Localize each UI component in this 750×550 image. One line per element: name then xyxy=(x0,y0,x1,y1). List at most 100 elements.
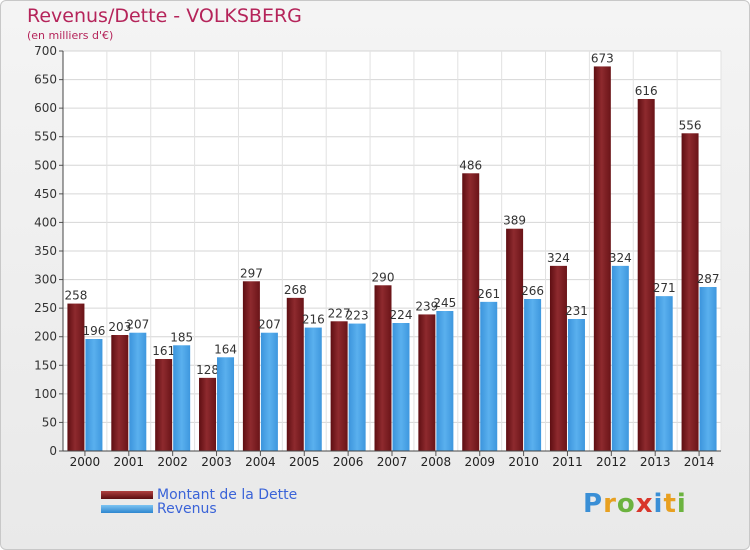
bar-debt-label: 290 xyxy=(372,270,395,284)
legend-item-debt: Montant de la Dette xyxy=(101,487,297,503)
bar-revenue xyxy=(436,311,454,451)
y-tick-label: 300 xyxy=(34,273,57,287)
x-tick-label: 2014 xyxy=(684,455,715,469)
x-tick-label: 2000 xyxy=(70,455,101,469)
bar-revenue xyxy=(524,299,542,451)
bar-revenue-label: 224 xyxy=(390,308,413,322)
bar-debt-label: 227 xyxy=(328,306,351,320)
bar-debt xyxy=(506,228,524,451)
proxiti-logo: Proxiti xyxy=(583,489,687,519)
bar-debt-label: 556 xyxy=(679,118,702,132)
bar-revenue-label: 164 xyxy=(214,342,237,356)
logo-letter: i xyxy=(653,489,664,519)
bar-debt-label: 486 xyxy=(459,158,482,172)
x-tick-label: 2006 xyxy=(333,455,364,469)
logo-letter: i xyxy=(676,489,687,519)
bar-debt-label: 268 xyxy=(284,283,307,297)
bar-revenue-label: 261 xyxy=(477,287,500,301)
legend-swatch-debt xyxy=(101,491,153,499)
y-tick-label: 400 xyxy=(34,215,57,229)
x-tick-label: 2009 xyxy=(464,455,495,469)
bar-debt-label: 616 xyxy=(635,84,658,98)
x-tick-label: 2011 xyxy=(552,455,583,469)
y-tick-label: 50 xyxy=(42,415,57,429)
chart-subtitle: (en milliers d'€) xyxy=(27,29,114,42)
y-tick-label: 500 xyxy=(34,158,57,172)
bar-debt xyxy=(374,285,392,451)
x-tick-label: 2001 xyxy=(114,455,145,469)
x-tick-label: 2008 xyxy=(421,455,452,469)
bar-revenue-label: 207 xyxy=(126,318,149,332)
bar-debt xyxy=(462,173,480,452)
bar-revenue xyxy=(567,319,585,451)
y-tick-label: 600 xyxy=(34,101,57,115)
bar-debt xyxy=(549,265,567,451)
bar-debt-label: 673 xyxy=(591,51,614,65)
bar-revenue-label: 207 xyxy=(258,318,281,332)
x-tick-label: 2003 xyxy=(201,455,232,469)
bar-revenue-label: 231 xyxy=(565,304,588,318)
y-tick-label: 150 xyxy=(34,358,57,372)
x-tick-label: 2007 xyxy=(377,455,408,469)
legend-label-debt: Montant de la Dette xyxy=(157,487,298,503)
x-tick-label: 2013 xyxy=(640,455,671,469)
y-tick-label: 450 xyxy=(34,187,57,201)
bar-revenue-label: 196 xyxy=(82,324,105,338)
bar-debt xyxy=(67,303,85,451)
bar-debt-label: 258 xyxy=(64,289,87,303)
bar-debt xyxy=(418,314,436,451)
y-tick-label: 550 xyxy=(34,130,57,144)
logo-letter: o xyxy=(616,489,636,519)
bar-debt xyxy=(286,297,304,451)
bar-debt xyxy=(199,377,217,451)
y-tick-label: 100 xyxy=(34,387,57,401)
bar-revenue-label: 324 xyxy=(609,251,632,265)
y-tick-label: 250 xyxy=(34,301,57,315)
bar-revenue xyxy=(611,265,629,451)
legend-item-revenue: Revenus xyxy=(101,501,217,517)
bar-debt-label: 324 xyxy=(547,251,570,265)
bar-debt xyxy=(681,133,699,452)
y-tick-label: 0 xyxy=(49,444,57,458)
bar-debt xyxy=(330,321,348,451)
bar-revenue xyxy=(129,332,147,451)
bar-debt-label: 128 xyxy=(196,363,219,377)
legend-swatch-revenue xyxy=(101,505,153,513)
bar-revenue-label: 216 xyxy=(302,313,325,327)
y-tick-label: 650 xyxy=(34,73,57,87)
bar-debt-label: 297 xyxy=(240,266,263,280)
bar-revenue xyxy=(217,357,235,451)
bar-revenue-label: 287 xyxy=(697,272,720,286)
logo-letter: r xyxy=(603,489,617,519)
bar-debt-label: 389 xyxy=(503,214,526,228)
bar-debt xyxy=(593,66,611,451)
x-tick-label: 2005 xyxy=(289,455,320,469)
bar-revenue xyxy=(304,327,322,451)
bar-revenue xyxy=(480,301,498,451)
x-tick-label: 2012 xyxy=(596,455,627,469)
bar-revenue xyxy=(699,287,717,451)
y-tick-label: 200 xyxy=(34,330,57,344)
bar-revenue xyxy=(85,339,103,451)
bar-revenue-label: 266 xyxy=(521,284,544,298)
bar-debt xyxy=(242,281,260,451)
bar-revenue-label: 223 xyxy=(346,309,369,323)
bar-revenue-label: 271 xyxy=(653,281,676,295)
x-tick-label: 2010 xyxy=(508,455,539,469)
bar-revenue xyxy=(348,323,366,451)
bar-debt-label: 203 xyxy=(108,320,131,334)
bar-revenue xyxy=(392,323,410,451)
logo-letter: x xyxy=(635,489,654,519)
x-tick-label: 2004 xyxy=(245,455,276,469)
logo-letter: P xyxy=(583,489,604,519)
bar-revenue-label: 245 xyxy=(433,296,456,310)
bar-debt xyxy=(637,99,655,451)
bar-debt-label: 161 xyxy=(152,344,175,358)
bar-revenue xyxy=(173,345,191,451)
bar-revenue xyxy=(655,296,673,451)
legend-label-revenue: Revenus xyxy=(157,501,217,517)
y-tick-label: 350 xyxy=(34,244,57,258)
bar-revenue-label: 185 xyxy=(170,330,193,344)
